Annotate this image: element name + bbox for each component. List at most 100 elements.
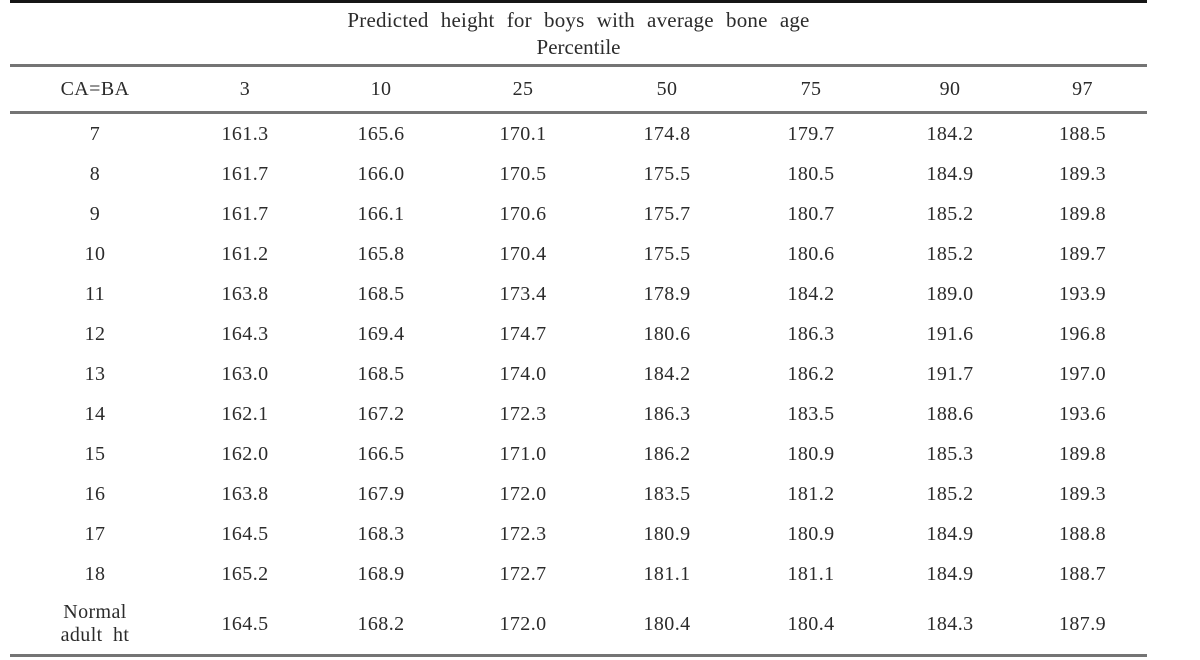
table-cell: 167.2 [357, 402, 405, 425]
table-cell: 189.8 [1059, 202, 1106, 225]
table-header: CA=BA 3 10 25 50 75 90 97 [10, 65, 1147, 114]
row-label: Normal adult ht [60, 601, 130, 646]
table-row: 10 161.2 165.8 170.4 175.5 180.6 185.2 189.7 [10, 234, 1147, 274]
height-table: CA=BA 3 10 25 50 75 90 97 7 161.3 165.6 170… [10, 64, 1147, 657]
table-row: 15 162.0 166.5 171.0 186.2 180.9 185.3 189.8 [10, 434, 1147, 474]
table-row: 11 163.8 168.5 173.4 178.9 184.2 189.0 193.9 [10, 274, 1147, 314]
table-row: 13 163.0 168.5 174.0 184.2 186.2 191.7 197.0 [10, 354, 1147, 394]
table-cell: 172.3 [499, 522, 547, 545]
table-cell: 184.9 [926, 562, 974, 585]
corner-header-ca-ba: CA=BA [10, 65, 180, 114]
table-cell: 189.3 [1059, 162, 1106, 185]
row-label: 10 [84, 242, 106, 265]
table-cell: 161.3 [221, 122, 269, 145]
table-cell: 189.7 [1059, 242, 1106, 265]
table-row: 16 163.8 167.9 172.0 183.5 181.2 185.2 189.3 [10, 474, 1147, 514]
table-cell: 167.9 [357, 482, 405, 505]
table-cell: 186.2 [643, 442, 691, 465]
table-cell: 180.9 [787, 442, 835, 465]
row-label: 8 [89, 162, 101, 185]
row-label: 7 [89, 122, 101, 145]
table-cell: 165.6 [357, 122, 405, 145]
table-cell: 174.8 [643, 122, 691, 145]
row-label: 14 [84, 402, 106, 425]
table-row: 9 161.7 166.1 170.6 175.7 180.7 185.2 189.8 [10, 194, 1147, 234]
table-cell: 166.1 [357, 202, 405, 225]
table-cell: 184.2 [926, 122, 974, 145]
table-cell: 168.3 [357, 522, 405, 545]
row-label: 9 [89, 202, 101, 225]
column-header-p97: 97 [1018, 65, 1147, 114]
table-cell: 164.5 [221, 612, 269, 635]
table-cell: 168.5 [357, 362, 405, 385]
table-cell: 191.7 [926, 362, 974, 385]
table-cell: 169.4 [357, 322, 405, 345]
table-cell: 193.9 [1059, 282, 1106, 305]
table-cell: 164.5 [221, 522, 269, 545]
table-cell: 174.7 [499, 322, 547, 345]
table-cell: 184.9 [926, 522, 974, 545]
table-cell: 170.4 [499, 242, 547, 265]
row-label: 16 [84, 482, 106, 505]
table-cell: 197.0 [1059, 362, 1106, 385]
table-cell: 174.0 [499, 362, 547, 385]
table-cell: 162.1 [221, 402, 269, 425]
table-cell: 196.8 [1059, 322, 1106, 345]
row-label: 11 [84, 282, 106, 305]
table-cell: 180.5 [787, 162, 835, 185]
table-cell: 166.0 [357, 162, 405, 185]
table-cell: 166.5 [357, 442, 405, 465]
table-cell: 165.2 [221, 562, 269, 585]
table-cell: 162.0 [221, 442, 269, 465]
table-cell: 187.9 [1059, 612, 1106, 635]
table-row: 12 164.3 169.4 174.7 180.6 186.3 191.6 196.8 [10, 314, 1147, 354]
table-cell: 172.0 [499, 612, 547, 635]
column-header-p3: 3 [180, 65, 310, 114]
row-label: 12 [84, 322, 106, 345]
table-cell: 188.6 [926, 402, 974, 425]
table-cell: 185.2 [926, 242, 974, 265]
table-cell: 188.7 [1059, 562, 1106, 585]
table-cell: 191.6 [926, 322, 974, 345]
table-cell: 180.6 [787, 242, 835, 265]
table-cell: 186.2 [787, 362, 835, 385]
table-cell: 175.7 [643, 202, 691, 225]
table-cell: 183.5 [643, 482, 691, 505]
table-cell: 161.7 [221, 162, 269, 185]
table-cell: 193.6 [1059, 402, 1106, 425]
table-cell: 183.5 [787, 402, 835, 425]
table-cell: 180.4 [643, 612, 691, 635]
table-cell: 180.4 [787, 612, 835, 635]
table-cell: 161.2 [221, 242, 269, 265]
table-cell: 164.3 [221, 322, 269, 345]
table-cell: 181.1 [643, 562, 691, 585]
row-label: 13 [84, 362, 106, 385]
table-row: 17 164.5 168.3 172.3 180.9 180.9 184.9 188.8 [10, 514, 1147, 554]
column-header-p90: 90 [882, 65, 1018, 114]
row-label: 18 [84, 562, 106, 585]
table-title: Predicted height for boys with average b… [347, 8, 810, 32]
height-prediction-table-figure: Predicted height for boys with average b… [10, 0, 1147, 660]
table-cell: 173.4 [499, 282, 547, 305]
header-row: CA=BA 3 10 25 50 75 90 97 [10, 65, 1147, 114]
table-cell: 184.2 [643, 362, 691, 385]
table-cell: 172.7 [499, 562, 547, 585]
column-header-p50: 50 [594, 65, 740, 114]
table-cell: 186.3 [787, 322, 835, 345]
table-cell: 163.0 [221, 362, 269, 385]
table-cell: 186.3 [643, 402, 691, 425]
column-header-p75: 75 [740, 65, 882, 114]
table-cell: 189.8 [1059, 442, 1106, 465]
table-cell: 180.9 [787, 522, 835, 545]
table-row: Normal adult ht 164.5 168.2 172.0 180.4 180.4… [10, 594, 1147, 656]
table-cell: 184.9 [926, 162, 974, 185]
table-row: 8 161.7 166.0 170.5 175.5 180.5 184.9 189.3 [10, 154, 1147, 194]
table-subtitle: Percentile [536, 35, 621, 59]
table-cell: 172.0 [499, 482, 547, 505]
table-row: 14 162.1 167.2 172.3 186.3 183.5 188.6 193.6 [10, 394, 1147, 434]
table-cell: 172.3 [499, 402, 547, 425]
table-cell: 180.7 [787, 202, 835, 225]
table-cell: 170.1 [499, 122, 547, 145]
row-label: 17 [84, 522, 106, 545]
table-cell: 175.5 [643, 242, 691, 265]
